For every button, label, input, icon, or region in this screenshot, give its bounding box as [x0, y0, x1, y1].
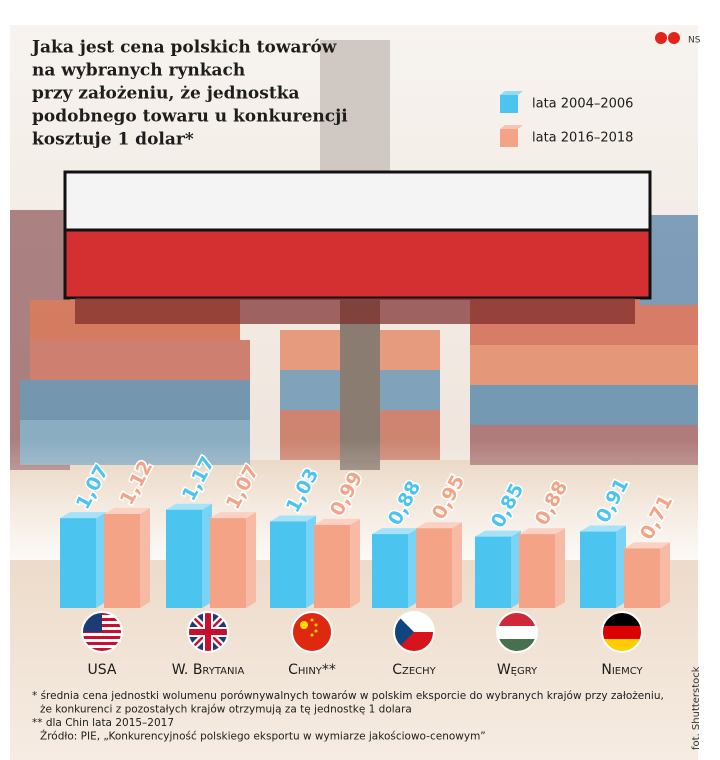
flag-rim	[601, 611, 643, 653]
flag-part	[310, 633, 314, 637]
flag-rim	[393, 611, 435, 653]
bar	[475, 536, 511, 608]
logo-icon	[655, 32, 667, 44]
bar-top	[372, 528, 418, 535]
footnote: że konkurenci z pozostałych krajów otrzy…	[40, 704, 412, 716]
footnote: ** dla Chin lata 2015–2017	[32, 717, 174, 729]
flag-part	[497, 626, 537, 639]
background	[10, 25, 698, 760]
title: Jaka jest cena polskich towarów na wybran…	[30, 38, 348, 150]
bar-top	[166, 503, 212, 510]
legend-swatch-top	[500, 125, 523, 129]
title-line: Jaka jest cena polskich towarów	[30, 38, 337, 58]
x-tick-label: W. Brytania	[172, 662, 245, 678]
bar	[580, 531, 616, 608]
flag-body	[82, 612, 122, 652]
flag-rim	[496, 611, 538, 653]
flag-part	[82, 642, 122, 645]
bar	[314, 524, 350, 608]
footnote: * średnia cena jednostki wolumenu porówn…	[32, 690, 664, 702]
bar-side	[555, 528, 565, 608]
bar-side	[616, 525, 626, 608]
bar-side	[140, 507, 150, 608]
flag-rim	[187, 611, 229, 653]
title-line: kosztuje 1 dolar*	[32, 130, 194, 150]
bar	[210, 518, 246, 608]
bar-top	[416, 522, 462, 529]
bar	[104, 513, 140, 608]
logo: NS	[688, 36, 701, 46]
title-line: podobnego towaru u konkurencji	[32, 107, 348, 127]
bar-side	[96, 512, 106, 608]
flag	[187, 611, 229, 653]
photo-credit: fot. Shutterstock	[691, 666, 702, 750]
bar	[416, 528, 452, 608]
logo-icon	[668, 32, 680, 44]
x-tick-label: Czechy	[392, 662, 436, 678]
title-line: przy założeniu, że jednostka	[32, 84, 299, 104]
bar	[624, 548, 660, 608]
bar	[372, 534, 408, 608]
bar	[270, 521, 306, 608]
bar-side	[511, 530, 521, 608]
bar	[60, 518, 96, 608]
flag-body	[292, 612, 332, 652]
flag-part	[394, 612, 414, 652]
bar-side	[452, 522, 462, 608]
legend-swatch	[500, 95, 518, 113]
legend-label: lata 2004–2006	[532, 97, 633, 112]
flag-part	[188, 612, 228, 652]
bar-top	[104, 507, 150, 514]
flags	[81, 611, 643, 653]
bar-top	[519, 528, 565, 535]
x-tick-label: Chiny**	[288, 662, 336, 678]
bar-top	[270, 515, 316, 522]
flag	[496, 611, 538, 653]
bar-top	[580, 525, 626, 532]
flag-rim	[291, 611, 333, 653]
flag	[393, 611, 435, 653]
flag-body	[394, 612, 434, 652]
legend-label: lata 2016–2018	[532, 131, 633, 146]
flag-part	[314, 629, 318, 633]
bar	[519, 534, 555, 608]
flag-part	[310, 618, 314, 622]
x-tick-label: USA	[88, 662, 117, 678]
legend-swatch-top	[500, 91, 523, 95]
bar-side	[350, 518, 360, 608]
x-tick-label: Niemcy	[601, 662, 643, 678]
bar	[166, 509, 202, 608]
bar-side	[306, 515, 316, 608]
bar-side	[202, 503, 212, 608]
container	[63, 170, 652, 324]
footnote: Źródło: PIE, „Konkurencyjność polskiego …	[40, 730, 486, 743]
flag-part	[602, 626, 642, 639]
flag-part	[82, 648, 122, 651]
bar-side	[408, 528, 418, 608]
bar-side	[660, 542, 670, 608]
flag-rim	[81, 611, 123, 653]
flag	[601, 611, 643, 653]
bar-top	[624, 542, 670, 549]
legend-swatch	[500, 129, 518, 147]
x-tick-label: Węgry	[497, 662, 538, 678]
title-line: na wybranych rynkach	[32, 61, 245, 81]
bar-top	[475, 530, 521, 537]
bar-top	[60, 512, 106, 519]
flag	[81, 611, 123, 653]
flag-part	[314, 623, 318, 627]
flag	[291, 611, 333, 653]
bar-side	[246, 512, 256, 608]
flag-part	[82, 636, 122, 639]
flag-part	[300, 621, 308, 629]
bar-top	[314, 518, 360, 525]
flag-body	[188, 612, 228, 652]
bar-top	[210, 512, 256, 519]
